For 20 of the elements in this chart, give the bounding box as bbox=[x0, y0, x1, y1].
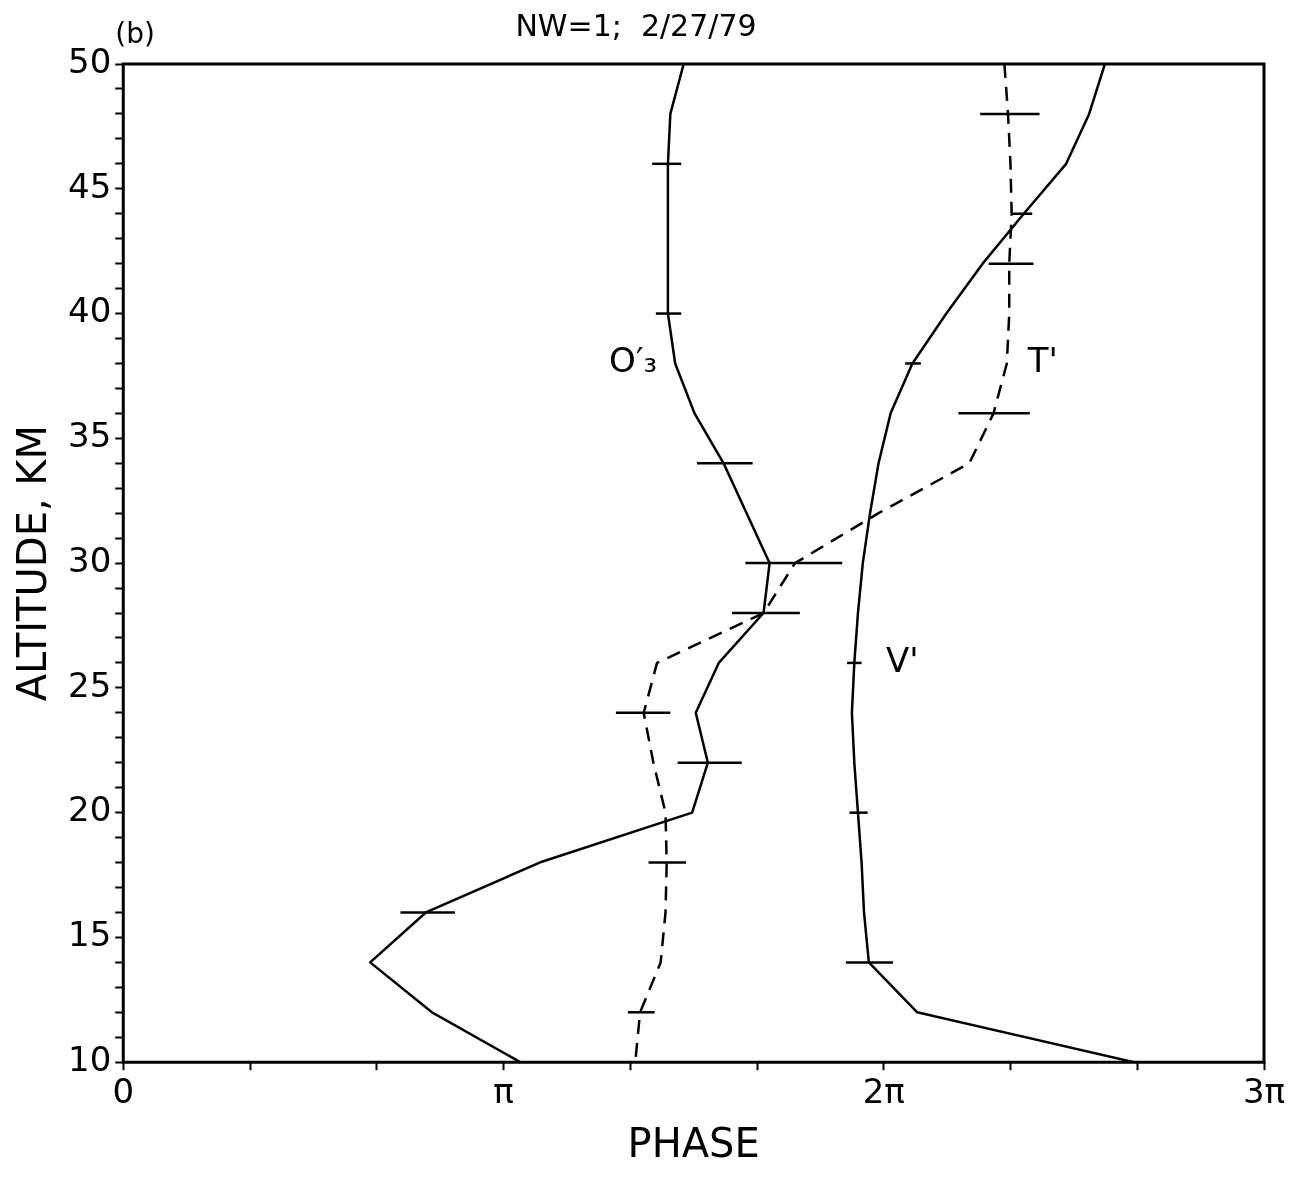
x-axis-title: PHASE bbox=[627, 1120, 760, 1167]
chart-title: NW=1; 2/27/79 bbox=[515, 7, 757, 43]
y-tick-label: 30 bbox=[68, 539, 112, 580]
x-tick-label: 2π bbox=[862, 1071, 905, 1112]
y-tick-label: 10 bbox=[68, 1039, 112, 1080]
y-tick-label: 20 bbox=[68, 789, 112, 830]
series-label: T' bbox=[1026, 340, 1058, 381]
x-tick-label: 3π bbox=[1242, 1071, 1286, 1112]
series-label: V' bbox=[886, 639, 919, 680]
y-tick-label: 45 bbox=[68, 165, 112, 206]
y-tick-label: 50 bbox=[68, 40, 112, 81]
x-tick-label: 0 bbox=[112, 1071, 135, 1112]
y-tick-label: 40 bbox=[68, 290, 112, 331]
y-tick-label: 35 bbox=[68, 415, 112, 456]
y-axis-title: ALTITUDE, KM bbox=[9, 424, 56, 702]
text: (b) bbox=[115, 17, 155, 51]
y-tick-label: 25 bbox=[68, 664, 112, 705]
x-tick-label: π bbox=[493, 1071, 514, 1112]
series-label: O′₃ bbox=[609, 340, 658, 381]
y-tick-label: 15 bbox=[68, 914, 112, 955]
